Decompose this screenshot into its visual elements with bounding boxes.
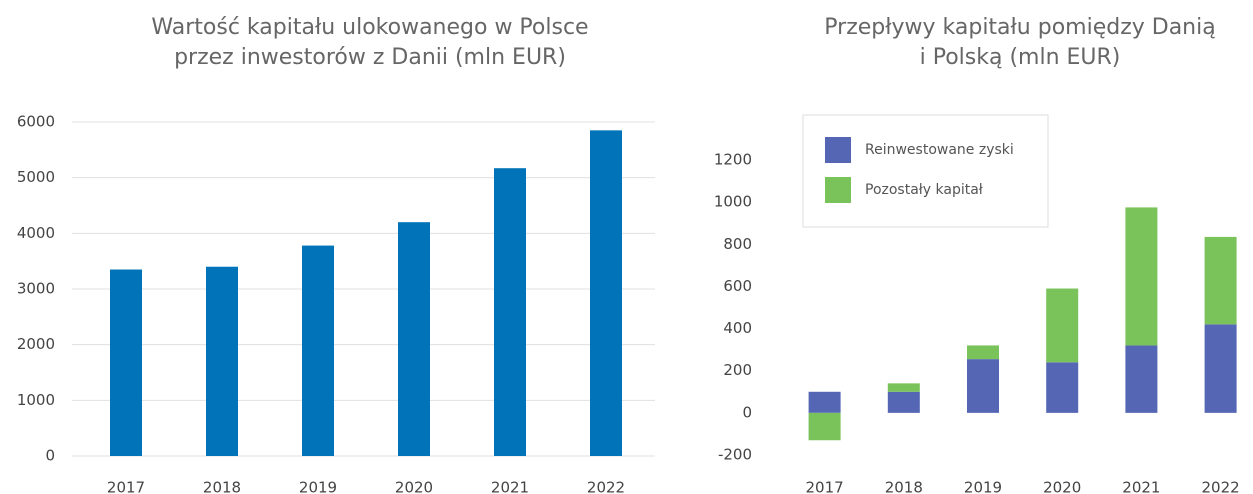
bar — [206, 266, 238, 456]
x-tick-label: 2018 — [203, 479, 241, 494]
x-tick-label: 2022 — [587, 479, 625, 494]
bar-segment — [1046, 362, 1079, 413]
bar — [590, 130, 622, 456]
y-tick-label: 1000 — [714, 193, 752, 211]
x-tick-label: 2022 — [1202, 479, 1240, 494]
legend-label: Pozostały kapitał — [865, 182, 983, 198]
y-tick-label: 1200 — [714, 151, 752, 169]
chart-title: Przepływy kapitału pomiędzy Danią — [824, 15, 1215, 40]
legend-swatch — [825, 137, 851, 163]
chart-title: i Polską (mln EUR) — [920, 45, 1121, 70]
bar-segment — [887, 383, 920, 392]
x-tick-label: 2019 — [299, 479, 337, 494]
bar-segment — [1125, 207, 1158, 346]
bar-segment — [1125, 345, 1158, 413]
x-tick-label: 2019 — [964, 479, 1002, 494]
bar-segment — [1046, 288, 1079, 363]
bar-segment — [808, 391, 841, 413]
x-tick-label: 2020 — [1043, 479, 1081, 494]
y-tick-label: 0 — [742, 403, 752, 421]
x-tick-label: 2017 — [806, 479, 844, 494]
bar-segment — [808, 412, 841, 441]
y-tick-label: 1000 — [17, 391, 55, 409]
y-tick-label: 200 — [723, 361, 752, 379]
bar-segment — [967, 345, 999, 360]
bar — [398, 222, 430, 456]
bar — [110, 269, 142, 456]
x-tick-label: 2020 — [395, 479, 433, 494]
bar-segment — [967, 359, 999, 413]
legend-label: Reinwestowane zyski — [865, 142, 1014, 158]
y-tick-label: 600 — [723, 277, 752, 295]
bar-segment — [1204, 236, 1237, 325]
y-tick-label: 3000 — [17, 280, 55, 298]
y-tick-label: 2000 — [17, 335, 55, 353]
chart-title: przez inwestorów z Danii (mln EUR) — [174, 45, 566, 70]
x-tick-label: 2018 — [885, 479, 923, 494]
y-tick-label: 0 — [45, 447, 55, 465]
y-tick-label: 400 — [723, 319, 752, 337]
bar-segment — [887, 391, 920, 413]
y-tick-label: 4000 — [17, 224, 55, 242]
bar — [302, 245, 334, 456]
y-tick-label: -200 — [718, 446, 752, 464]
y-tick-label: 6000 — [17, 113, 55, 131]
x-tick-label: 2017 — [107, 479, 145, 494]
bar-segment — [1204, 324, 1237, 413]
legend-box — [802, 114, 1049, 228]
y-tick-label: 800 — [723, 235, 752, 253]
y-tick-label: 5000 — [17, 168, 55, 186]
x-tick-label: 2021 — [491, 479, 529, 494]
legend-swatch — [825, 177, 851, 203]
bar — [494, 168, 526, 456]
x-tick-label: 2021 — [1122, 479, 1160, 494]
chart-title: Wartość kapitału ulokowanego w Polsce — [151, 15, 588, 40]
